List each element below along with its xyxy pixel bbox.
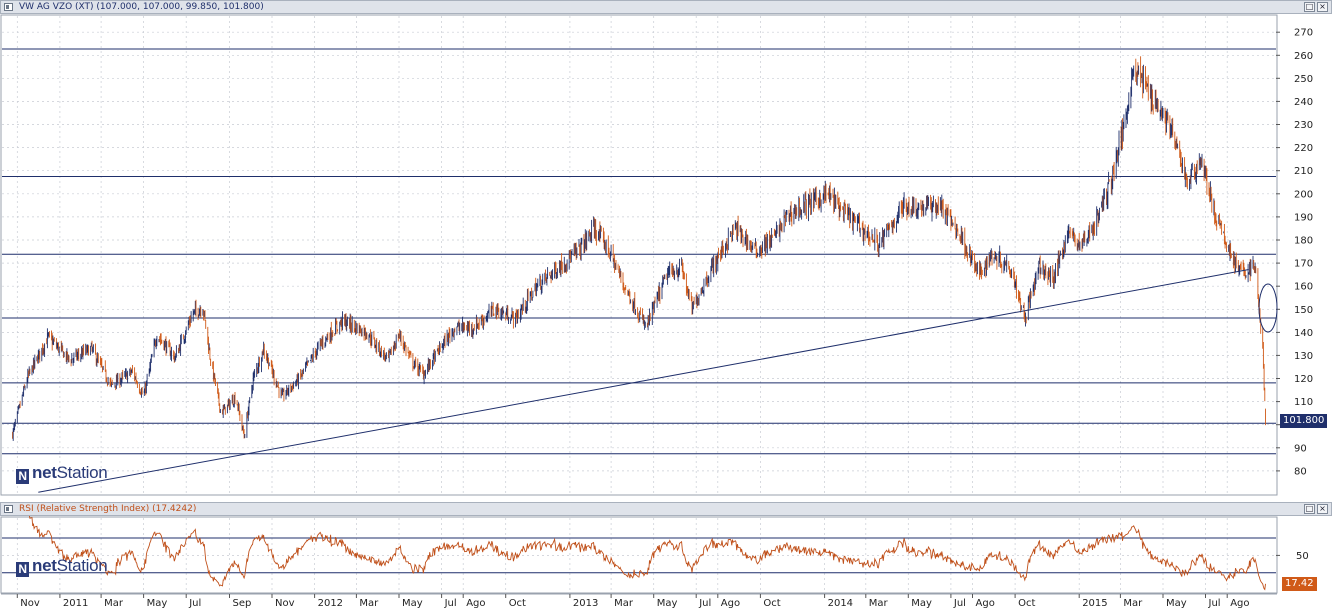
- y-tick-label: 90: [1294, 443, 1307, 454]
- rsi-restore-button[interactable]: □: [1304, 504, 1315, 514]
- y-tick-label: 190: [1294, 212, 1313, 223]
- x-tick-label: May: [147, 598, 168, 609]
- x-tick-label: May: [402, 598, 423, 609]
- x-tick-label: Ago: [976, 598, 995, 609]
- x-tick-label: Nov: [20, 598, 40, 609]
- x-tick-label: Mar: [1123, 598, 1143, 609]
- main-restore-button[interactable]: □: [1304, 2, 1315, 12]
- panel-menu-icon[interactable]: [4, 3, 13, 11]
- x-tick-label: Sep: [233, 598, 252, 609]
- x-tick-label: Oct: [1018, 598, 1035, 609]
- x-tick-label: May: [1166, 598, 1187, 609]
- rsi-panel-title: RSI (Relative Strength Index) (17.4242): [19, 504, 197, 514]
- y-tick-label: 140: [1294, 328, 1313, 339]
- x-tick-label: Jul: [188, 598, 201, 609]
- price-chart[interactable]: 8090100110120130140150160170180190200210…: [0, 14, 1332, 496]
- y-tick-label: 170: [1294, 259, 1313, 270]
- x-tick-label: Mar: [869, 598, 889, 609]
- x-tick-label: Mar: [614, 598, 634, 609]
- x-tick-label: Oct: [763, 598, 780, 609]
- x-tick-label: May: [911, 598, 932, 609]
- rsi-line: [28, 516, 1266, 591]
- x-tick-label: Jul: [1208, 598, 1221, 609]
- y-tick-label: 220: [1294, 143, 1313, 154]
- x-tick-label: Ago: [1230, 598, 1249, 609]
- y-tick-label: 120: [1294, 374, 1313, 385]
- x-tick-label: Ago: [721, 598, 740, 609]
- y-tick-label: 180: [1294, 236, 1313, 247]
- y-tick-label: 130: [1294, 351, 1313, 362]
- x-tick-label: 2011: [63, 598, 88, 609]
- x-tick-label: Mar: [359, 598, 379, 609]
- trend-line: [38, 269, 1249, 493]
- y-tick-label: 150: [1294, 305, 1313, 316]
- x-tick-label: May: [657, 598, 678, 609]
- x-tick-label: Jul: [698, 598, 711, 609]
- y-tick-label: 110: [1294, 397, 1313, 408]
- x-tick-label: Mar: [104, 598, 124, 609]
- rsi-panel-menu-icon[interactable]: [4, 505, 13, 513]
- last-rsi-label: 17.42: [1282, 577, 1317, 591]
- main-panel-title: VW AG VZO (XT) (107.000, 107.000, 99.850…: [19, 2, 264, 12]
- y-tick-label: 210: [1294, 166, 1313, 177]
- main-panel-titlebar: VW AG VZO (XT) (107.000, 107.000, 99.850…: [0, 0, 1332, 14]
- y-tick-label: 240: [1294, 97, 1313, 108]
- y-tick-label: 230: [1294, 120, 1313, 131]
- x-tick-label: Nov: [275, 598, 295, 609]
- rsi-chart[interactable]: 50 Nov 2011 Mar May Jul Sep Nov 2012 Mar May Jul Ag…: [0, 516, 1332, 610]
- x-tick-label: Jul: [444, 598, 457, 609]
- last-price-label: 101.800: [1280, 414, 1328, 428]
- rsi-panel-titlebar: RSI (Relative Strength Index) (17.4242) …: [0, 502, 1332, 516]
- y-tick-label: 80: [1294, 466, 1307, 477]
- rsi-close-button[interactable]: ×: [1317, 504, 1328, 514]
- rsi-y-tick-label: 50: [1296, 551, 1309, 562]
- y-tick-label: 250: [1294, 74, 1313, 85]
- x-tick-label: Jul: [953, 598, 966, 609]
- x-tick-label: 2014: [828, 598, 853, 609]
- highlight-ellipse: [1258, 283, 1278, 333]
- x-tick-label: Ago: [466, 598, 485, 609]
- y-tick-label: 270: [1294, 28, 1313, 39]
- x-tick-label: Oct: [509, 598, 526, 609]
- y-tick-label: 260: [1294, 51, 1313, 62]
- x-tick-label: 2012: [318, 598, 343, 609]
- y-tick-label: 200: [1294, 189, 1313, 200]
- main-close-button[interactable]: ×: [1317, 2, 1328, 12]
- x-tick-label: 2013: [573, 598, 598, 609]
- y-tick-label: 160: [1294, 282, 1313, 293]
- x-tick-label: 2015: [1082, 598, 1107, 609]
